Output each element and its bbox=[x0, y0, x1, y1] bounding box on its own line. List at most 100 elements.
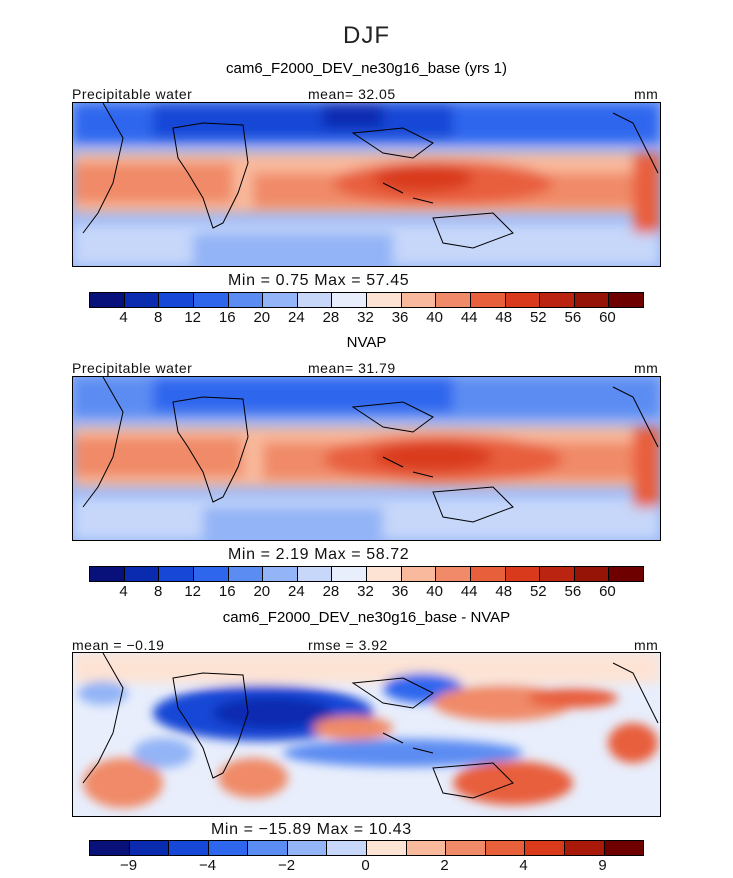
colorbar-segment bbox=[208, 841, 249, 855]
panel-1-field bbox=[73, 103, 660, 266]
colorbar-segment bbox=[540, 567, 575, 581]
colorbar-tick-label: 9 bbox=[598, 857, 607, 874]
colorbar-segment bbox=[367, 293, 402, 307]
panel-3-colorbar bbox=[89, 840, 644, 856]
colorbar-segment bbox=[297, 567, 333, 581]
colorbar-segment bbox=[401, 567, 437, 581]
colorbar-segment bbox=[367, 841, 407, 855]
colorbar-tick-label: 56 bbox=[564, 583, 582, 600]
colorbar-segment bbox=[574, 567, 610, 581]
colorbar-segment bbox=[169, 841, 209, 855]
colorbar-segment bbox=[263, 567, 298, 581]
panel-2-map bbox=[72, 376, 661, 541]
colorbar-tick-label: 8 bbox=[153, 309, 163, 326]
colorbar-segment bbox=[470, 567, 506, 581]
colorbar-segment bbox=[401, 293, 437, 307]
colorbar-segment bbox=[90, 293, 125, 307]
colorbar-segment bbox=[90, 841, 130, 855]
colorbar-tick-label: 40 bbox=[426, 309, 443, 326]
colorbar-tick-label: 52 bbox=[529, 309, 547, 326]
panel-2-minmax: Min = 2.19 Max = 58.72 bbox=[228, 546, 410, 563]
colorbar-segment bbox=[159, 567, 194, 581]
panel-2-field bbox=[73, 377, 660, 540]
colorbar-tick-label: 48 bbox=[495, 583, 513, 600]
colorbar-segment bbox=[525, 841, 565, 855]
colorbar-segment bbox=[446, 841, 486, 855]
panel-3-units-label: mm bbox=[634, 637, 659, 653]
colorbar-segment bbox=[228, 567, 264, 581]
panel-2-mean-label: mean= 31.79 bbox=[308, 360, 396, 376]
panel-3-title: cam6_F2000_DEV_ne30g16_base - NVAP bbox=[222, 609, 511, 626]
colorbar-segment bbox=[332, 293, 367, 307]
colorbar-segment bbox=[436, 567, 471, 581]
colorbar-segment bbox=[470, 293, 506, 307]
colorbar-tick-label: 12 bbox=[184, 583, 202, 600]
panel-3-mean-label: mean = −0.19 bbox=[72, 637, 165, 653]
panel-3-field bbox=[73, 653, 660, 816]
colorbar-segment bbox=[609, 567, 643, 581]
panel-2-variable-label: Precipitable water bbox=[72, 360, 193, 376]
colorbar-tick-label: 36 bbox=[391, 309, 409, 326]
panel-1-colorbar bbox=[89, 292, 644, 308]
colorbar-tick-label: 60 bbox=[599, 583, 616, 600]
colorbar-segment bbox=[90, 567, 125, 581]
panel-1-title: cam6_F2000_DEV_ne30g16_base (yrs 1) bbox=[225, 60, 507, 77]
colorbar-tick-label: 4 bbox=[119, 309, 128, 326]
colorbar-segment bbox=[159, 293, 194, 307]
colorbar-tick-label: 36 bbox=[391, 583, 409, 600]
panel-1-map bbox=[72, 102, 661, 267]
panel-2-colorbar bbox=[89, 566, 644, 582]
colorbar-segment bbox=[609, 293, 643, 307]
colorbar-segment bbox=[124, 567, 160, 581]
colorbar-tick-label: 0 bbox=[361, 857, 370, 874]
colorbar-segment bbox=[193, 293, 229, 307]
colorbar-segment bbox=[248, 841, 288, 855]
colorbar-tick-label: −4 bbox=[198, 857, 217, 874]
colorbar-segment bbox=[564, 841, 605, 855]
colorbar-tick-label: 28 bbox=[322, 583, 340, 600]
colorbar-tick-label: 32 bbox=[357, 309, 374, 326]
colorbar-segment bbox=[540, 293, 575, 307]
colorbar-tick-label: 24 bbox=[288, 309, 305, 326]
colorbar-segment bbox=[485, 841, 526, 855]
colorbar-tick-label: 52 bbox=[529, 583, 547, 600]
colorbar-segment bbox=[505, 293, 541, 307]
colorbar-segment bbox=[436, 293, 471, 307]
colorbar-tick-label: 20 bbox=[253, 309, 271, 326]
panel-3-minmax: Min = −15.89 Max = 10.43 bbox=[211, 821, 412, 838]
panel-2-title: NVAP bbox=[346, 334, 387, 351]
colorbar-tick-label: 20 bbox=[253, 583, 271, 600]
panel-1-colorbar-ticks: 4 8 12 16 20 24 28 32 36 40 44 48 52 56 60 bbox=[89, 309, 642, 327]
colorbar-tick-label: 48 bbox=[495, 309, 513, 326]
panel-1-units-label: mm bbox=[634, 86, 659, 102]
panel-3-colorbar-ticks: −9 −4 −2 0 2 4 9 bbox=[89, 857, 642, 875]
colorbar-tick-label: 56 bbox=[564, 309, 582, 326]
colorbar-segment bbox=[129, 841, 170, 855]
panel-1-mean-label: mean= 32.05 bbox=[308, 86, 396, 102]
panel-1-minmax: Min = 0.75 Max = 57.45 bbox=[228, 272, 410, 289]
colorbar-tick-label: 16 bbox=[218, 309, 236, 326]
colorbar-segment bbox=[367, 567, 402, 581]
colorbar-tick-label: 12 bbox=[184, 309, 202, 326]
colorbar-segment bbox=[332, 567, 367, 581]
colorbar-tick-label: 44 bbox=[460, 309, 478, 326]
colorbar-tick-label: 16 bbox=[218, 583, 236, 600]
colorbar-segment bbox=[124, 293, 160, 307]
colorbar-tick-label: 2 bbox=[440, 857, 449, 874]
colorbar-segment bbox=[297, 293, 333, 307]
colorbar-segment bbox=[228, 293, 264, 307]
colorbar-segment bbox=[604, 841, 644, 855]
colorbar-segment bbox=[263, 293, 298, 307]
colorbar-segment bbox=[406, 841, 447, 855]
colorbar-segment bbox=[327, 841, 368, 855]
colorbar-tick-label: 28 bbox=[322, 309, 340, 326]
colorbar-tick-label: 60 bbox=[599, 309, 616, 326]
panel-1-variable-label: Precipitable water bbox=[72, 86, 193, 102]
colorbar-segment bbox=[193, 567, 229, 581]
colorbar-tick-label: −9 bbox=[119, 857, 138, 874]
panel-2-colorbar-ticks: 4 8 12 16 20 24 28 32 36 40 44 48 52 56 60 bbox=[89, 583, 642, 601]
colorbar-tick-label: 32 bbox=[357, 583, 374, 600]
colorbar-segment bbox=[574, 293, 610, 307]
panel-3-rmse-label: rmse = 3.92 bbox=[308, 637, 388, 653]
panel-3-map bbox=[72, 652, 661, 817]
